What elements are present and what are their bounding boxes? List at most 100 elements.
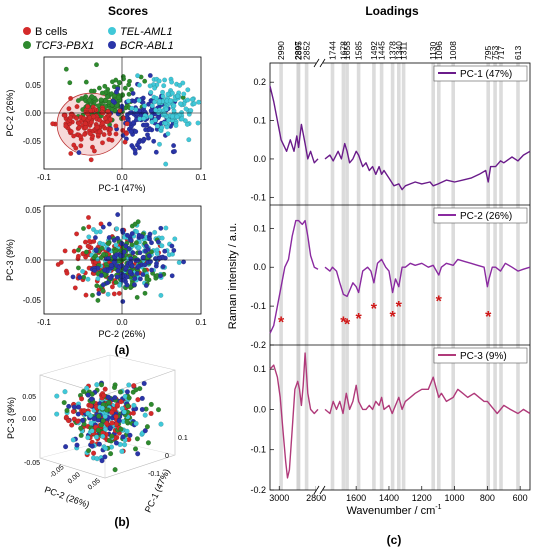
point-tel-aml1 xyxy=(157,98,163,104)
point-b-cells xyxy=(79,396,85,402)
band-label: 1311 xyxy=(399,41,409,60)
y-axis-label: PC-2 (26%) xyxy=(5,89,15,136)
x-tick-label: 800 xyxy=(480,493,495,503)
point-bcr-abl1 xyxy=(105,280,110,286)
point-bcr-abl1 xyxy=(169,243,175,249)
point-tel-aml1 xyxy=(163,225,169,231)
point-bcr-abl1 xyxy=(106,235,112,241)
point-tel-aml1 xyxy=(167,98,173,104)
point-tcf3-pbx1 xyxy=(75,247,81,253)
point-b-cells xyxy=(113,131,119,137)
point-tcf3-pbx1 xyxy=(81,226,86,231)
point-tel-aml1 xyxy=(80,268,86,274)
point-tcf3-pbx1 xyxy=(78,432,84,438)
x-tick-label: 1000 xyxy=(445,493,465,503)
point-b-cells xyxy=(101,393,107,399)
point-tel-aml1 xyxy=(185,87,191,93)
legend-label-pc3: PC-3 (9%) xyxy=(460,351,507,362)
significance-star: * xyxy=(355,311,362,328)
point-tel-aml1 xyxy=(102,445,109,451)
point-tel-aml1 xyxy=(153,95,159,101)
point-tel-aml1 xyxy=(142,412,148,418)
point-tcf3-pbx1 xyxy=(98,382,105,388)
point-tcf3-pbx1 xyxy=(112,467,118,473)
tick-pc3-2: 0.00 xyxy=(22,416,36,423)
point-bcr-abl1 xyxy=(129,231,135,236)
point-tcf3-pbx1 xyxy=(88,88,94,94)
point-tcf3-pbx1 xyxy=(105,240,111,246)
point-tcf3-pbx1 xyxy=(105,94,111,100)
point-bcr-abl1 xyxy=(110,98,116,104)
point-bcr-abl1 xyxy=(154,261,159,267)
point-b-cells xyxy=(81,408,87,414)
point-tcf3-pbx1 xyxy=(111,384,118,391)
point-bcr-abl1 xyxy=(124,389,130,395)
band-753 xyxy=(493,63,497,490)
point-bcr-abl1 xyxy=(71,404,77,410)
point-bcr-abl1 xyxy=(181,259,187,265)
loadings-x-ticks: 3000 2800 1600 1400 1200 1000 800 600 xyxy=(269,486,528,503)
point-tel-aml1 xyxy=(136,245,142,251)
point-tel-aml1 xyxy=(161,111,167,117)
point-tcf3-pbx1 xyxy=(78,425,84,431)
point-bcr-abl1 xyxy=(115,268,121,274)
point-tel-aml1 xyxy=(152,117,158,123)
point-b-cells xyxy=(124,131,130,136)
y-tick-label: -0.1 xyxy=(250,301,266,311)
band-label: 753 xyxy=(490,46,500,60)
point-bcr-abl1 xyxy=(130,90,136,96)
point-b-cells xyxy=(109,420,115,426)
point-b-cells xyxy=(64,270,70,276)
point-tel-aml1 xyxy=(185,97,191,103)
point-b-cells xyxy=(74,115,79,121)
point-b-cells xyxy=(69,422,75,428)
box-3d-edge xyxy=(109,354,176,371)
axis-label-pc2: PC-2 (26%) xyxy=(43,484,91,509)
point-tel-aml1 xyxy=(158,421,164,427)
significance-markers: * ** ** ** ** xyxy=(278,293,492,333)
point-bcr-abl1 xyxy=(63,444,69,450)
point-tel-aml1 xyxy=(165,131,171,137)
point-b-cells xyxy=(86,215,91,220)
point-tel-aml1 xyxy=(173,123,179,128)
point-bcr-abl1 xyxy=(85,392,91,398)
point-tel-aml1 xyxy=(176,260,182,265)
point-tcf3-pbx1 xyxy=(83,249,89,255)
point-tel-aml1 xyxy=(94,382,100,388)
point-tcf3-pbx1 xyxy=(89,94,95,100)
point-bcr-abl1 xyxy=(147,73,153,78)
point-tel-aml1 xyxy=(126,382,132,388)
point-tel-aml1 xyxy=(186,111,192,117)
axis-label-pc3: PC-3 (9%) xyxy=(6,397,16,439)
axis-break-bottom xyxy=(313,485,326,495)
point-bcr-abl1 xyxy=(121,249,127,255)
band-1378 xyxy=(390,63,395,490)
point-b-cells xyxy=(78,134,84,139)
point-tel-aml1 xyxy=(169,90,175,96)
band-1008 xyxy=(451,63,455,490)
tick-y-3: -0.05 xyxy=(23,296,42,305)
point-tel-aml1 xyxy=(184,121,190,127)
point-b-cells xyxy=(65,418,72,424)
x-axis-label: PC-1 (47%) xyxy=(98,183,145,193)
legend-label-pc2: PC-2 (26%) xyxy=(460,211,512,222)
point-tcf3-pbx1 xyxy=(134,294,140,300)
x-tick-label: 1200 xyxy=(412,493,432,503)
point-b-cells xyxy=(85,243,91,249)
point-bcr-abl1 xyxy=(91,416,97,422)
y-tick-label: 0.0 xyxy=(253,154,266,164)
panel-label-b: (b) xyxy=(114,515,129,529)
loadings-x-label: Wavenumber / cm-1 xyxy=(346,504,441,517)
x-label-text: Wavenumber / cm xyxy=(346,505,435,517)
legend-label-b-cells: B cells xyxy=(35,26,68,38)
tick-pc1-2: 0 xyxy=(165,453,169,460)
scores-legend: B cells TEL-AML1 TCF3-PBX1 BCR-ABL1 xyxy=(23,26,174,52)
point-bcr-abl1 xyxy=(148,108,154,114)
scores-3d-points xyxy=(54,380,164,473)
axis-break-top xyxy=(313,58,326,68)
point-bcr-abl1 xyxy=(162,248,168,254)
point-b-cells xyxy=(120,115,126,121)
band-717 xyxy=(499,63,503,490)
break-gap xyxy=(316,485,323,495)
point-tel-aml1 xyxy=(70,437,76,443)
